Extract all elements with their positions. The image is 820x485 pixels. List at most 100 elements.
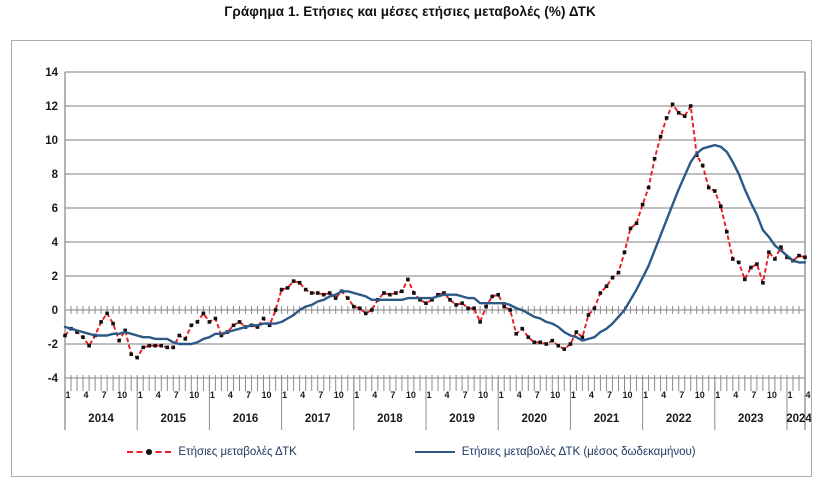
- annual-changes-marker: [731, 257, 735, 261]
- annual-changes-marker: [273, 308, 278, 312]
- annual-changes-marker: [261, 316, 266, 321]
- month-tick-label: 7: [679, 390, 684, 400]
- annual-changes-marker: [562, 347, 567, 351]
- month-tick-label: 1: [499, 390, 504, 400]
- annual-changes-marker: [333, 296, 338, 300]
- annual-changes-marker: [267, 323, 272, 328]
- y-tick-label: 8: [52, 169, 59, 181]
- annual-changes-marker: [508, 308, 512, 312]
- month-tick-label: 7: [318, 390, 323, 400]
- annual-changes-marker: [580, 335, 585, 339]
- y-tick-label: -4: [48, 373, 59, 385]
- annual-changes-marker: [189, 323, 194, 328]
- year-label: 2016: [233, 413, 259, 425]
- annual-changes-marker: [676, 111, 681, 115]
- annual-changes-marker: [141, 345, 145, 350]
- annual-changes-marker: [779, 245, 783, 249]
- annual-changes-marker: [586, 313, 591, 317]
- chart-title: Γράφημα 1. Ετήσιες και μέσες ετήσιες μετ…: [224, 4, 596, 19]
- month-tick-label: 4: [517, 390, 522, 400]
- annual-changes-marker: [664, 116, 669, 120]
- annual-changes-marker: [767, 250, 771, 254]
- annual-changes-marker: [201, 311, 206, 316]
- y-tick-label: -2: [48, 339, 58, 351]
- month-tick-label: 10: [695, 390, 705, 400]
- month-tick-label: 4: [661, 390, 666, 400]
- annual-changes-marker: [99, 320, 103, 324]
- annual-changes-marker: [327, 291, 332, 295]
- annual-changes-marker: [81, 335, 85, 339]
- average-changes-line: [63, 143, 807, 346]
- annual-changes-marker: [556, 343, 561, 348]
- annual-changes-marker: [478, 320, 482, 324]
- annual-changes-marker: [135, 355, 139, 360]
- annual-changes-marker: [454, 303, 458, 307]
- annual-changes-marker: [394, 291, 398, 295]
- annual-changes-marker: [490, 294, 494, 299]
- annual-changes-marker: [652, 156, 657, 161]
- month-tick-label: 1: [282, 390, 287, 400]
- annual-changes-marker: [237, 320, 242, 324]
- annual-changes-marker: [117, 338, 121, 343]
- month-tick-label: 7: [463, 390, 468, 400]
- year-label: 2023: [738, 413, 764, 425]
- annual-changes-marker: [773, 257, 777, 261]
- annual-changes-marker: [797, 253, 801, 258]
- month-tick-label: 1: [643, 390, 648, 400]
- month-tick-label: 7: [535, 390, 540, 400]
- annual-changes-marker: [213, 316, 218, 321]
- annual-changes-marker: [219, 333, 224, 338]
- month-tick-label: 10: [478, 390, 488, 400]
- annual-changes-marker: [159, 343, 164, 348]
- annual-changes-marker: [418, 298, 422, 302]
- legend-label-annual: Ετήσιες μεταβολές ΔΤΚ: [178, 446, 297, 458]
- annual-changes-marker: [321, 292, 326, 297]
- annual-changes-marker: [147, 343, 151, 348]
- annual-changes-marker: [725, 230, 729, 234]
- year-label: 2017: [305, 413, 331, 425]
- annual-changes-marker: [755, 262, 759, 266]
- black-dot-marker-icon: [146, 449, 153, 455]
- annual-changes-marker: [412, 291, 416, 295]
- annual-changes-marker: [255, 325, 260, 329]
- annual-changes-marker: [749, 265, 753, 270]
- month-tick-label: 7: [390, 390, 395, 400]
- annual-changes-marker: [460, 301, 464, 305]
- annual-changes-marker: [75, 330, 79, 334]
- y-tick-label: 10: [45, 135, 58, 147]
- y-tick-label: 4: [52, 237, 59, 249]
- annual-changes-marker: [111, 321, 115, 326]
- month-tick-label: 4: [300, 390, 305, 400]
- annual-changes-marker: [526, 335, 531, 339]
- month-tick-label: 10: [189, 390, 199, 400]
- annual-changes-marker: [87, 343, 91, 348]
- month-tick-label: 4: [589, 390, 594, 400]
- annual-changes-marker: [207, 320, 212, 324]
- annual-changes-marker: [442, 291, 446, 295]
- year-label: 2022: [666, 413, 692, 425]
- annual-changes-marker: [370, 308, 374, 312]
- chart-box: -4 -2 0 2 4 6 8 10 12 14 1 4 7 10 2014 1 4 7 10 2015 1 4 7 10 20…: [11, 40, 812, 477]
- annual-changes-marker: [743, 277, 747, 282]
- y-tick-label: 12: [45, 101, 58, 113]
- annual-changes-marker: [646, 185, 651, 190]
- annual-changes-marker: [165, 345, 170, 350]
- legend-label-average: Ετήσιες μεταβολές ΔΤΚ (μέσος δωδεκαμήνου…: [461, 446, 696, 458]
- month-tick-label: 1: [138, 390, 143, 400]
- annual-changes-marker: [640, 202, 645, 207]
- year-label: 2024: [786, 413, 811, 425]
- annual-changes-marker: [448, 298, 452, 302]
- year-label: 2019: [449, 413, 475, 425]
- annual-changes-marker: [550, 338, 555, 343]
- annual-changes-marker: [520, 326, 524, 331]
- annual-changes-marker: [352, 304, 356, 309]
- y-tick-label: 14: [45, 67, 58, 79]
- month-tick-label: 1: [426, 390, 431, 400]
- month-tick-label: 7: [102, 390, 107, 400]
- red-dashed-line-sample: [127, 449, 172, 455]
- annual-changes-marker: [706, 185, 711, 190]
- year-label: 2021: [594, 413, 620, 425]
- annual-changes-marker: [171, 345, 176, 350]
- annual-changes-marker: [598, 291, 603, 295]
